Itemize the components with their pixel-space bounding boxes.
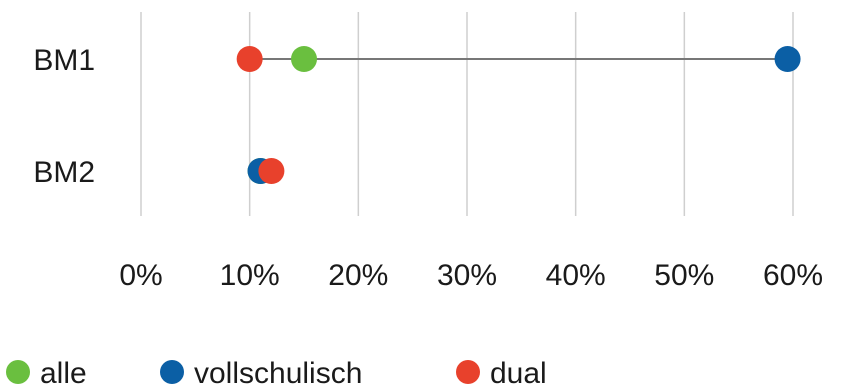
x-axis-tick-labels: 0% 10% 20% 30% 40% 50% 60% [119, 259, 823, 292]
point-alle-bm1 [291, 46, 317, 72]
x-tick-label-30: 30% [437, 259, 497, 292]
legend-marker-alle [6, 360, 30, 384]
gridlines [140, 12, 794, 216]
x-tick-label-20: 20% [328, 259, 388, 292]
x-tick-label-10: 10% [220, 259, 280, 292]
legend-marker-vollschulisch [160, 360, 184, 384]
point-dual-bm2 [258, 158, 285, 184]
legend-label-alle: alle [40, 357, 87, 390]
x-tick-label-50: 50% [654, 259, 714, 292]
category-label-bm1: BM1 [33, 44, 95, 77]
range-lines [249, 58, 788, 172]
legend: alle vollschulisch dual [6, 357, 547, 390]
point-dual-bm1 [236, 46, 263, 72]
legend-label-dual: dual [490, 357, 547, 390]
category-label-bm2: BM2 [33, 156, 95, 189]
data-points [236, 46, 801, 184]
legend-marker-dual [456, 360, 480, 384]
category-labels: BM1 BM2 [33, 44, 95, 189]
x-tick-label-40: 40% [546, 259, 606, 292]
legend-label-vollschulisch: vollschulisch [194, 357, 362, 390]
x-tick-label-60: 60% [763, 259, 823, 292]
point-vollschulisch-bm1 [774, 46, 801, 72]
x-tick-label-0: 0% [119, 259, 162, 292]
